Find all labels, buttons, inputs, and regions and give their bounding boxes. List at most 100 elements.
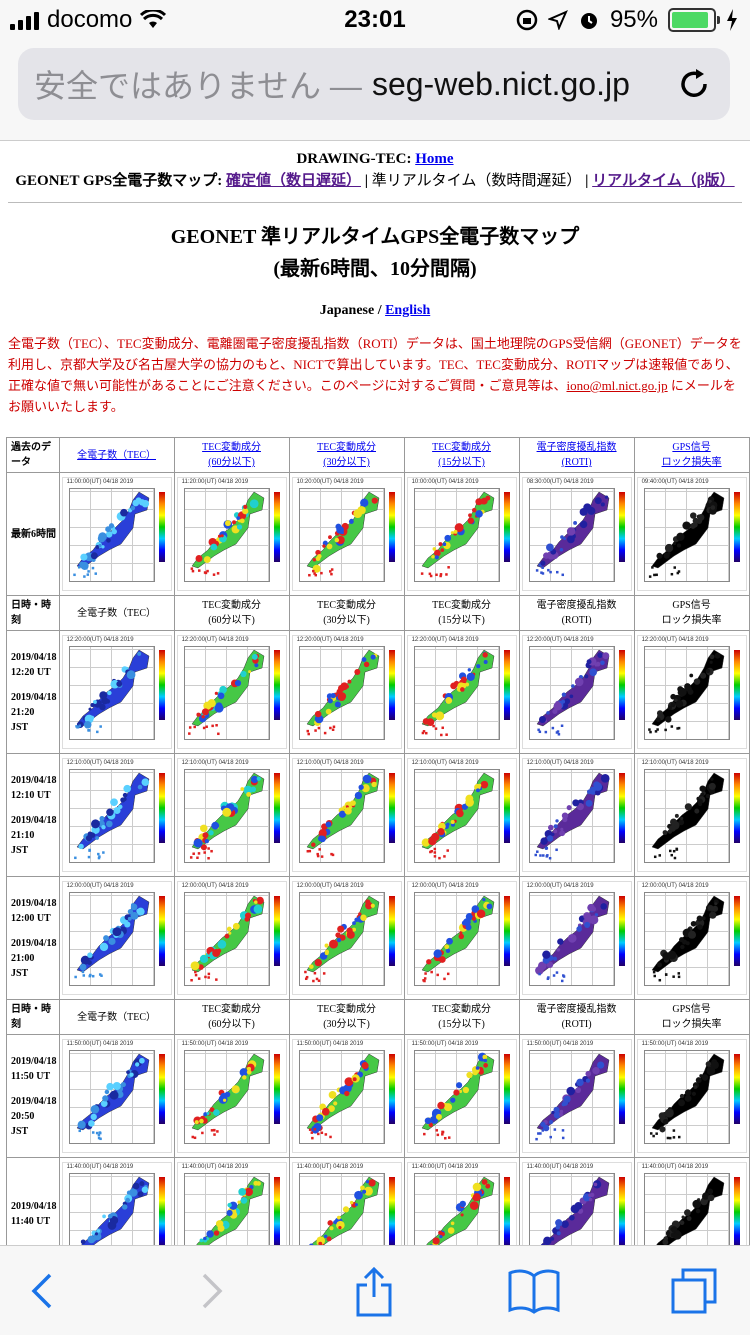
map-thumbnail[interactable]: 11:20:00(UT) 04/18 2019 <box>176 477 287 591</box>
map-caption: 12:20:00(UT) 04/18 2019 <box>526 637 594 643</box>
share-button[interactable] <box>344 1266 404 1317</box>
japan-map <box>655 1176 724 1245</box>
map-thumbnail[interactable]: 11:40:00(UT) 04/18 2019 <box>406 1162 517 1245</box>
map-thumbnail[interactable]: 11:40:00(UT) 04/18 2019 <box>61 1162 172 1245</box>
past-data-link-sub[interactable]: ロック損失率 <box>661 457 722 468</box>
map-thumbnail[interactable]: 12:20:00(UT) 04/18 2019 <box>291 635 402 749</box>
map-thumbnail[interactable]: 09:40:00(UT) 04/18 2019 <box>636 477 747 591</box>
address-bar[interactable]: 安全ではありません — seg-web.nict.go.jp <box>18 48 730 120</box>
column-title: 全電子数（TEC） <box>77 1011 156 1023</box>
past-data-link[interactable]: 全電子数（TEC） <box>77 449 156 461</box>
past-data-link-sub[interactable]: (60分以下) <box>208 457 255 468</box>
map-thumbnail[interactable]: 12:00:00(UT) 04/18 2019 <box>521 881 632 995</box>
column-title: TEC変動成分 <box>317 600 376 611</box>
map-cell: 11:50:00(UT) 04/18 2019 <box>518 1034 635 1158</box>
past-data-link-sub[interactable]: (ROTI) <box>561 457 592 468</box>
url-host: seg-web.nict.go.jp <box>371 65 630 102</box>
map-thumbnail[interactable]: 12:10:00(UT) 04/18 2019 <box>521 758 632 872</box>
map-thumbnail[interactable]: 11:40:00(UT) 04/18 2019 <box>291 1162 402 1245</box>
map-thumbnail[interactable]: 12:20:00(UT) 04/18 2019 <box>521 635 632 749</box>
home-link[interactable]: Home <box>415 151 454 167</box>
tabs-button[interactable] <box>664 1266 724 1316</box>
map-thumbnail[interactable]: 12:00:00(UT) 04/18 2019 <box>176 881 287 995</box>
past-data-link-sub[interactable]: (15分以下) <box>438 457 485 468</box>
past-data-link[interactable]: TEC変動成分 <box>432 442 491 453</box>
map-thumbnail[interactable]: 12:20:00(UT) 04/18 2019 <box>636 635 747 749</box>
map-thumbnail[interactable]: 11:40:00(UT) 04/18 2019 <box>176 1162 287 1245</box>
email-link[interactable]: iono@ml.nict.go.jp <box>566 378 668 393</box>
color-scale <box>618 1054 625 1124</box>
color-scale <box>618 650 625 720</box>
past-data-link[interactable]: TEC変動成分 <box>317 442 376 453</box>
japan-map <box>421 649 494 737</box>
map-thumbnail[interactable]: 12:10:00(UT) 04/18 2019 <box>176 758 287 872</box>
map-thumbnail[interactable]: 12:20:00(UT) 04/18 2019 <box>61 635 172 749</box>
map-thumbnail[interactable]: 11:50:00(UT) 04/18 2019 <box>291 1039 402 1153</box>
japan-map <box>306 772 379 858</box>
map-thumbnail[interactable]: 11:40:00(UT) 04/18 2019 <box>521 1162 632 1245</box>
map-thumbnail[interactable]: 12:20:00(UT) 04/18 2019 <box>176 635 287 749</box>
map-thumbnail[interactable]: 11:00:00(UT) 04/18 2019 <box>61 477 172 591</box>
japan-map <box>421 1052 494 1140</box>
map-thumbnail[interactable]: 12:00:00(UT) 04/18 2019 <box>406 881 517 995</box>
map-thumbnail[interactable]: 12:10:00(UT) 04/18 2019 <box>61 758 172 872</box>
map-thumbnail[interactable]: 11:40:00(UT) 04/18 2019 <box>636 1162 747 1245</box>
japan-map <box>421 895 494 983</box>
japan-map <box>72 491 149 578</box>
map-thumbnail[interactable]: 11:50:00(UT) 04/18 2019 <box>176 1039 287 1153</box>
map-thumbnail[interactable]: 12:10:00(UT) 04/18 2019 <box>406 758 517 872</box>
map-thumbnail[interactable]: 10:20:00(UT) 04/18 2019 <box>291 477 402 591</box>
english-link[interactable]: English <box>385 303 431 318</box>
color-scale <box>158 773 165 843</box>
time-ut: 11:50 UT <box>11 1070 51 1082</box>
japan-map <box>306 1053 379 1140</box>
time-row: 2019/04/18 12:00 UT 2019/04/18 21:00 JST 12:0… <box>6 876 750 1000</box>
map-thumbnail[interactable]: 12:10:00(UT) 04/18 2019 <box>636 758 747 872</box>
map-thumbnail[interactable]: 12:00:00(UT) 04/18 2019 <box>291 881 402 995</box>
past-data-link[interactable]: TEC変動成分 <box>202 442 261 453</box>
map-thumbnail[interactable]: 12:00:00(UT) 04/18 2019 <box>636 881 747 995</box>
time-row: 2019/04/18 11:50 UT 2019/04/18 20:50 JST 11:5… <box>6 1034 750 1158</box>
map-thumbnail[interactable]: 11:50:00(UT) 04/18 2019 <box>61 1039 172 1153</box>
past-data-link[interactable]: 電子密度擾乱指数 <box>536 442 617 453</box>
past-data-link-sub[interactable]: (30分以下) <box>323 457 370 468</box>
map-caption: 11:50:00(UT) 04/18 2019 <box>526 1041 594 1047</box>
map-caption: 12:00:00(UT) 04/18 2019 <box>641 883 709 889</box>
forward-button[interactable] <box>182 1266 242 1316</box>
share-icon <box>356 1266 392 1317</box>
map-caption: 12:20:00(UT) 04/18 2019 <box>296 637 364 643</box>
map-cell: 11:20:00(UT) 04/18 2019 <box>173 472 290 596</box>
map-caption: 12:00:00(UT) 04/18 2019 <box>66 883 134 889</box>
column-title: TEC変動成分 <box>202 1004 261 1015</box>
bookmarks-button[interactable] <box>504 1266 564 1316</box>
insecure-label: 安全ではありません — <box>34 68 362 104</box>
map-thumbnail[interactable]: 12:20:00(UT) 04/18 2019 <box>406 635 517 749</box>
column-subtitle: (30分以下) <box>323 615 370 626</box>
time-jst_label: JST <box>11 967 29 979</box>
map-cell: 12:10:00(UT) 04/18 2019 <box>173 753 290 877</box>
row-time-label: 2019/04/18 12:10 UT 2019/04/18 21:10 JST <box>6 753 60 877</box>
map-caption: 11:40:00(UT) 04/18 2019 <box>181 1164 249 1170</box>
map-thumbnail[interactable]: 11:50:00(UT) 04/18 2019 <box>636 1039 747 1153</box>
japan-map <box>534 1053 609 1141</box>
column-header: TEC変動成分 (15分以下) <box>403 999 520 1035</box>
map-thumbnail[interactable]: 12:00:00(UT) 04/18 2019 <box>61 881 172 995</box>
past-data-link[interactable]: GPS信号 <box>672 442 711 453</box>
time-date: 2019/04/18 <box>11 1055 57 1067</box>
color-scale <box>733 492 740 562</box>
map-caption: 12:00:00(UT) 04/18 2019 <box>181 883 249 889</box>
map-thumbnail[interactable]: 10:00:00(UT) 04/18 2019 <box>406 477 517 591</box>
realtime-beta-link[interactable]: リアルタイム（β版） <box>592 173 735 189</box>
map-thumbnail[interactable]: 12:10:00(UT) 04/18 2019 <box>291 758 402 872</box>
map-thumbnail[interactable]: 11:50:00(UT) 04/18 2019 <box>521 1039 632 1153</box>
map-thumbnail[interactable]: 08:30:00(UT) 04/18 2019 <box>521 477 632 591</box>
back-button[interactable] <box>12 1266 72 1316</box>
column-title: 電子密度擾乱指数 <box>536 1004 617 1015</box>
map-thumbnail[interactable]: 11:50:00(UT) 04/18 2019 <box>406 1039 517 1153</box>
row-time-label: 2019/04/18 12:20 UT 2019/04/18 21:20 JST <box>6 630 60 754</box>
japan-map <box>76 1053 149 1141</box>
past-data-label: 過去のデータ <box>6 437 60 473</box>
time-row: 2019/04/18 12:10 UT 2019/04/18 21:10 JST 12:1… <box>6 753 750 877</box>
confirmed-link[interactable]: 確定値（数日遅延） <box>225 173 361 189</box>
reload-icon[interactable] <box>676 66 712 102</box>
